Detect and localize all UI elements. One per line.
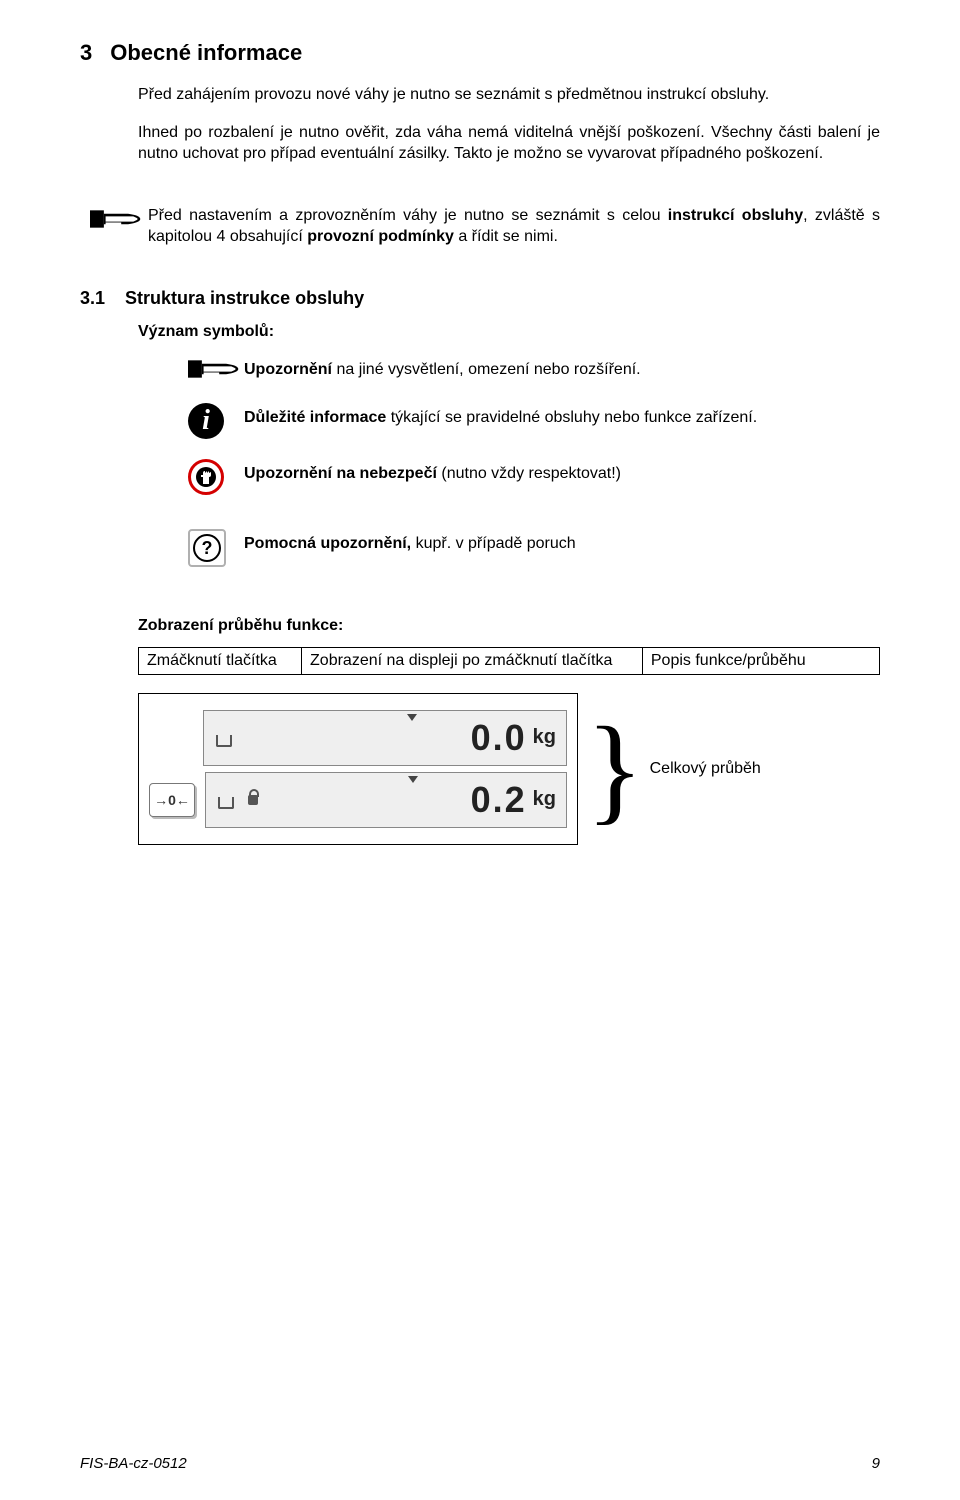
symbol-hand-rest: na jiné vysvětlení, omezení nebo rozšíře… bbox=[332, 361, 641, 378]
function-table: Zmáčknutí tlačítka Zobrazení na displeji… bbox=[138, 647, 880, 675]
display-row-1: 0.0 kg bbox=[149, 710, 567, 766]
lock-icon bbox=[248, 795, 258, 805]
pointing-hand-icon bbox=[188, 355, 244, 383]
lcd-value-2: 0.2 bbox=[471, 779, 527, 821]
symbol-warn-bold: Upozornění na nebezpečí bbox=[244, 465, 437, 482]
heading-1-text: Obecné informace bbox=[110, 40, 302, 66]
symbol-help-bold: Pomocná upozornění, bbox=[244, 535, 411, 552]
footer-left: FIS-BA-cz-0512 bbox=[80, 1455, 187, 1472]
callout-note: Před nastavením a zprovozněním váhy je n… bbox=[90, 205, 880, 248]
callout-bold-2: provozní podmínky bbox=[307, 228, 454, 245]
heading-1: 3 Obecné informace bbox=[80, 40, 880, 66]
func-col-2: Zobrazení na displeji po zmáčknutí tlačí… bbox=[302, 647, 643, 674]
warning-icon bbox=[188, 459, 244, 495]
symbol-hand-text: Upozornění na jiné vysvětlení, omezení n… bbox=[244, 355, 641, 381]
callout-pre: Před nastavením a zprovozněním váhy je n… bbox=[148, 207, 668, 224]
paragraph-2: Ihned po rozbalení je nutno ověřit, zda … bbox=[138, 122, 880, 165]
page-footer: FIS-BA-cz-0512 9 bbox=[80, 1455, 880, 1472]
heading-2: 3.1 Struktura instrukce obsluhy bbox=[80, 288, 880, 309]
function-display-heading: Zobrazení průběhu funkce: bbox=[138, 617, 880, 635]
lcd-screen-1: 0.0 kg bbox=[203, 710, 567, 766]
lcd-unit-2: kg bbox=[533, 788, 556, 811]
pointing-hand-icon bbox=[90, 205, 148, 248]
heading-2-num: 3.1 bbox=[80, 288, 105, 309]
symbol-row-warn: Upozornění na nebezpečí (nutno vždy resp… bbox=[188, 459, 880, 495]
callout-bold-1: instrukcí obsluhy bbox=[668, 207, 803, 224]
heading-1-num: 3 bbox=[80, 40, 92, 66]
indicator-triangle-icon bbox=[407, 714, 417, 721]
lcd-unit-1: kg bbox=[533, 726, 556, 749]
symbol-hand-bold: Upozornění bbox=[244, 361, 332, 378]
symbol-row-help: ? Pomocná upozornění, kupř. v případě po… bbox=[188, 529, 880, 567]
table-row: Zmáčknutí tlačítka Zobrazení na displeji… bbox=[139, 647, 880, 674]
symbol-warn-text: Upozornění na nebezpečí (nutno vždy resp… bbox=[244, 459, 621, 485]
footer-right: 9 bbox=[872, 1455, 880, 1472]
symbol-help-text: Pomocná upozornění, kupř. v případě poru… bbox=[244, 529, 576, 555]
symbol-warn-rest: (nutno vždy respektovat!) bbox=[437, 465, 621, 482]
button-placeholder bbox=[149, 722, 193, 754]
heading-2-text: Struktura instrukce obsluhy bbox=[125, 288, 364, 309]
brace-icon: } bbox=[586, 715, 644, 823]
zero-button[interactable]: →0← bbox=[149, 783, 195, 817]
paragraph-1: Před zahájením provozu nové váhy je nutn… bbox=[138, 84, 880, 106]
callout-text: Před nastavením a zprovozněním váhy je n… bbox=[148, 205, 880, 248]
lcd-screen-2: 0.2 kg bbox=[205, 772, 567, 828]
indicator-triangle-icon bbox=[408, 776, 418, 783]
stable-icon bbox=[218, 797, 234, 809]
symbol-info-text: Důležité informace týkající se pravideln… bbox=[244, 403, 757, 429]
lcd-value-1: 0.0 bbox=[471, 717, 527, 759]
page: 3 Obecné informace Před zahájením provoz… bbox=[0, 0, 960, 1500]
symbol-row-info: i Důležité informace týkající se pravide… bbox=[188, 403, 880, 439]
display-sequence: 0.0 kg →0← 0.2 kg } Celkový průběh bbox=[138, 693, 880, 845]
help-icon: ? bbox=[188, 529, 244, 567]
symbol-row-hand: Upozornění na jiné vysvětlení, omezení n… bbox=[188, 355, 880, 383]
subheading-symbols: Význam symbolů: bbox=[138, 323, 880, 341]
brace-group: } Celkový průběh bbox=[586, 715, 761, 823]
func-col-1: Zmáčknutí tlačítka bbox=[139, 647, 302, 674]
display-panel: 0.0 kg →0← 0.2 kg bbox=[138, 693, 578, 845]
stable-icon bbox=[216, 735, 232, 747]
func-col-3: Popis funkce/průběhu bbox=[642, 647, 879, 674]
callout-post: a řídit se nimi. bbox=[454, 228, 558, 245]
symbol-help-rest: kupř. v případě poruch bbox=[411, 535, 576, 552]
brace-label: Celkový průběh bbox=[650, 760, 761, 778]
display-row-2: →0← 0.2 kg bbox=[149, 772, 567, 828]
symbol-info-bold: Důležité informace bbox=[244, 409, 386, 426]
info-icon: i bbox=[188, 403, 244, 439]
symbol-info-rest: týkající se pravidelné obsluhy nebo funk… bbox=[386, 409, 757, 426]
